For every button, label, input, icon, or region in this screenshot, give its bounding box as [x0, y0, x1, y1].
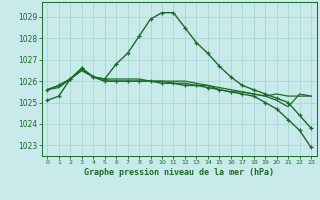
- X-axis label: Graphe pression niveau de la mer (hPa): Graphe pression niveau de la mer (hPa): [84, 168, 274, 177]
